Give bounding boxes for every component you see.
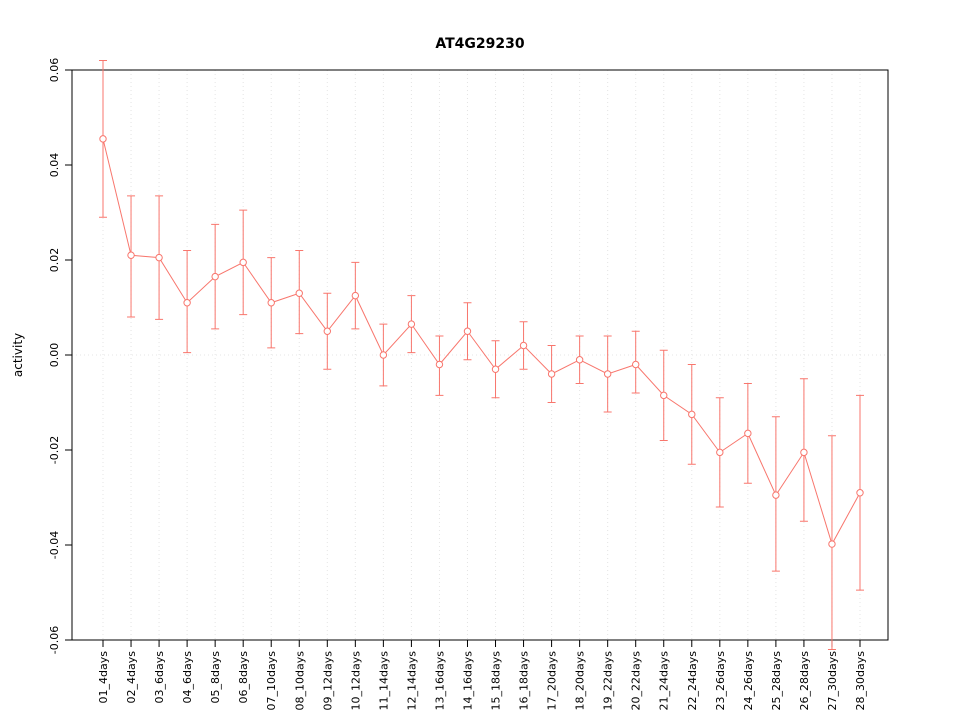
x-tick-label: 06_8days xyxy=(237,651,250,704)
data-point xyxy=(99,135,107,143)
x-tick-label: 17_20days xyxy=(546,651,559,711)
x-tick-label: 13_16days xyxy=(433,651,446,711)
data-point xyxy=(688,410,696,419)
data-point xyxy=(660,391,668,400)
data-point xyxy=(211,272,219,281)
data-point xyxy=(547,370,556,378)
data-point xyxy=(856,489,864,497)
data-point xyxy=(351,291,360,300)
series-line xyxy=(102,138,861,546)
data-point xyxy=(772,491,780,499)
x-tick-label: 28_30days xyxy=(854,651,867,711)
data-point xyxy=(155,253,163,262)
x-tick-label: 22_24days xyxy=(686,651,699,711)
data-point xyxy=(407,320,416,328)
y-tick-label: 0.04 xyxy=(48,153,61,178)
x-tick-label: 07_10days xyxy=(265,651,278,711)
x-axis: 01_4days 02_4days 03_6days 04_6days 05_8days… xyxy=(97,640,867,710)
data-point xyxy=(239,258,247,267)
x-tick-label: 23_26days xyxy=(714,651,727,711)
x-tick-label: 25_28days xyxy=(770,651,783,711)
x-tick-label: 15_18days xyxy=(490,651,503,711)
data-point xyxy=(800,448,808,457)
x-tick-label: 08_10days xyxy=(293,651,306,711)
data-point xyxy=(183,299,191,307)
x-tick-label: 05_8days xyxy=(209,651,222,704)
y-tick-label: -0.02 xyxy=(48,436,61,464)
x-tick-label: 24_26days xyxy=(742,651,755,711)
series xyxy=(99,60,864,650)
x-tick-label: 18_20days xyxy=(574,651,587,711)
chart-title: AT4G29230 xyxy=(435,36,524,52)
x-tick-label: 19_22days xyxy=(602,651,615,711)
x-tick-label: 12_14days xyxy=(405,651,418,711)
y-tick-label: -0.04 xyxy=(48,531,61,559)
x-tick-label: 09_12days xyxy=(321,651,334,711)
data-point xyxy=(379,351,388,359)
data-point xyxy=(463,327,472,335)
data-point xyxy=(828,540,836,548)
data-point xyxy=(323,327,331,335)
x-tick-label: 14_16days xyxy=(461,651,474,711)
x-tick-label: 04_6days xyxy=(181,651,194,704)
data-point xyxy=(575,356,584,364)
data-point xyxy=(295,289,303,297)
grid xyxy=(72,70,888,640)
data-point xyxy=(491,365,500,373)
data-point xyxy=(632,360,640,369)
data-point xyxy=(716,448,724,457)
y-axis-label: activity xyxy=(11,333,25,377)
x-tick-label: 20_22days xyxy=(630,651,643,711)
y-tick-label: -0.06 xyxy=(48,626,61,654)
data-point xyxy=(603,370,612,378)
x-tick-label: 02_4days xyxy=(125,651,138,704)
data-point xyxy=(744,429,752,438)
y-tick-label: 0.06 xyxy=(48,58,61,83)
data-point xyxy=(267,299,275,307)
y-tick-label: 0.02 xyxy=(48,248,61,273)
x-tick-label: 26_28days xyxy=(798,651,811,711)
x-tick-label: 21_24days xyxy=(658,651,671,711)
x-tick-label: 03_6days xyxy=(153,651,166,704)
x-tick-label: 11_14days xyxy=(377,651,390,711)
data-point xyxy=(519,341,528,350)
x-tick-label: 16_18days xyxy=(518,651,531,711)
y-axis: -0.06 -0.04 -0.02 0.00 0.02 0.04 0.06 xyxy=(48,58,72,654)
data-point xyxy=(127,251,135,259)
x-tick-label: 10_12days xyxy=(349,651,362,711)
y-tick-label: 0.00 xyxy=(48,343,61,368)
x-tick-label: 27_30days xyxy=(826,651,839,711)
data-point xyxy=(435,360,444,369)
x-tick-label: 01_4days xyxy=(97,651,110,704)
